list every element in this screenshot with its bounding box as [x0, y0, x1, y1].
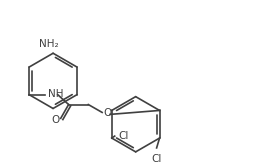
- Text: Cl: Cl: [151, 154, 162, 164]
- Text: NH: NH: [48, 89, 63, 99]
- Text: O: O: [103, 108, 111, 118]
- Text: O: O: [52, 115, 60, 125]
- Text: NH₂: NH₂: [39, 39, 59, 49]
- Text: Cl: Cl: [119, 131, 129, 141]
